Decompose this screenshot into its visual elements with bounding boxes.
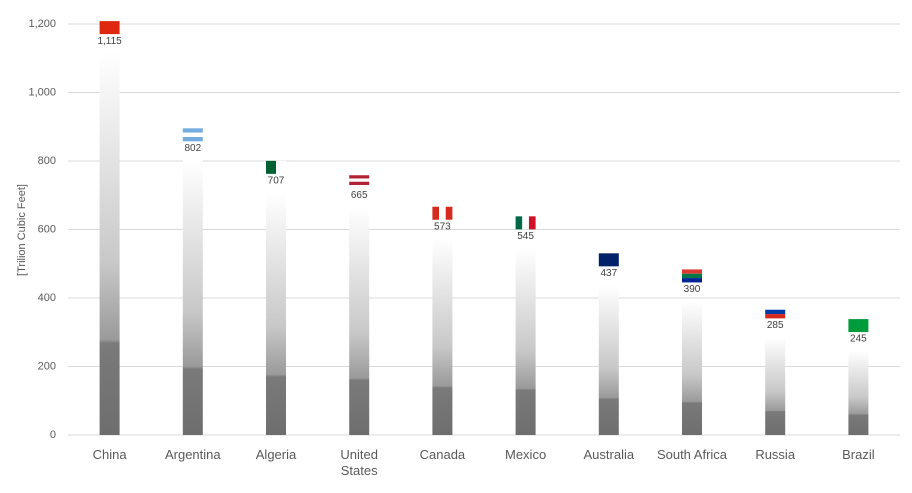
flag-icon (445, 206, 453, 220)
bar (266, 192, 286, 435)
y-tick-label: 400 (38, 292, 56, 304)
y-tick-label: 0 (50, 429, 56, 441)
flag-icon (276, 160, 286, 174)
flag-icon (349, 175, 370, 179)
value-label: 665 (351, 190, 368, 201)
flag-icon (682, 269, 702, 274)
bar (765, 337, 786, 435)
x-tick-label: Mexico (505, 447, 547, 462)
flag-icon (349, 181, 370, 185)
value-label: 707 (268, 175, 285, 186)
bar (515, 248, 536, 435)
x-tick-label: United States (340, 447, 378, 478)
bar (99, 53, 120, 436)
x-tick-label: Argentina (164, 447, 221, 462)
y-tick-label: 1,000 (28, 86, 56, 98)
flag-icon (682, 278, 702, 283)
flag-icon (266, 160, 276, 174)
x-tick-label: Russia (755, 447, 796, 462)
flag-icon (349, 178, 370, 182)
value-label: 802 (184, 143, 201, 154)
y-tick-label: 1,200 (28, 18, 56, 30)
x-tick-label: China (92, 447, 127, 462)
value-label: 573 (434, 221, 451, 232)
flag-icon (528, 216, 536, 230)
flag-icon (99, 21, 120, 35)
flag-icon (682, 273, 702, 279)
y-tick-label: 600 (38, 223, 56, 235)
value-label: 1,115 (97, 36, 122, 47)
flag-icon (182, 136, 203, 142)
x-tick-label: Algeria (255, 447, 297, 462)
bar (682, 301, 702, 435)
bar (848, 351, 869, 435)
flag-icon (765, 305, 786, 310)
bar (598, 285, 619, 435)
flag-icon (522, 216, 529, 230)
flag-icon (182, 128, 203, 133)
x-tick-label: Australia (583, 447, 635, 462)
flag-icon (432, 206, 440, 220)
flag-icon (598, 253, 619, 267)
flag-icon (765, 309, 786, 315)
flag-icon (848, 319, 869, 333)
flag-icon (765, 314, 786, 319)
flag-icon (182, 132, 203, 137)
bar (349, 207, 370, 435)
value-label: 285 (767, 320, 784, 331)
x-tick-label: Canada (419, 447, 466, 462)
bar (432, 238, 453, 435)
y-tick-label: 200 (38, 360, 56, 372)
y-tick-label: 800 (38, 155, 56, 167)
y-axis-label: [Trilion Cubic Feet] (16, 184, 28, 276)
flag-icon (439, 206, 446, 220)
x-tick-label: South Africa (656, 447, 728, 462)
value-label: 545 (517, 231, 534, 242)
bar (182, 160, 203, 435)
x-tick-label: Brazil (842, 447, 875, 462)
flag-icon (349, 184, 370, 189)
flag-icon (515, 216, 523, 230)
value-label: 390 (684, 284, 701, 295)
value-label: 245 (850, 334, 867, 345)
value-label: 437 (600, 268, 617, 279)
